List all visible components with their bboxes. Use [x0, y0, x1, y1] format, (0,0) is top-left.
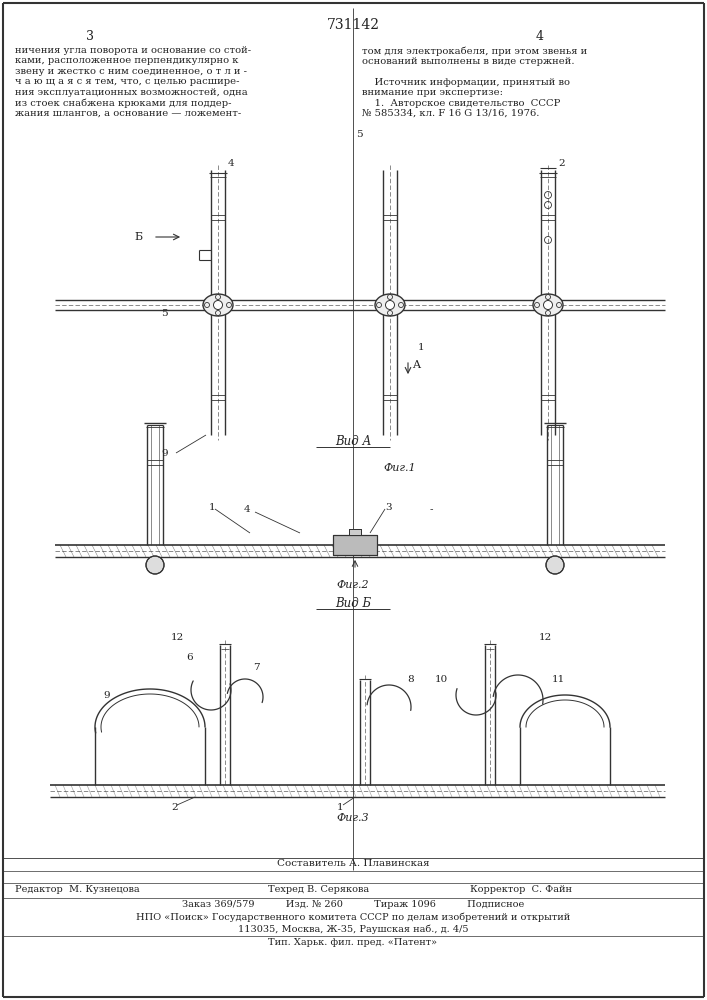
Bar: [349, 529, 361, 535]
Bar: [349, 529, 361, 535]
Text: Фиг.1: Фиг.1: [384, 463, 416, 473]
Circle shape: [146, 556, 164, 574]
Text: Б: Б: [135, 232, 143, 242]
Text: 5: 5: [356, 130, 363, 139]
Text: Вид А: Вид А: [335, 435, 371, 448]
Text: 1: 1: [209, 502, 215, 512]
Text: 7: 7: [253, 662, 259, 672]
Text: 8: 8: [407, 676, 414, 684]
Text: Вид Б: Вид Б: [335, 597, 371, 610]
Text: 3: 3: [385, 502, 392, 512]
Text: -: -: [430, 506, 433, 514]
Text: 11: 11: [552, 676, 566, 684]
Text: Фиг.2: Фиг.2: [337, 580, 369, 590]
Circle shape: [546, 556, 564, 574]
Text: 2: 2: [558, 158, 565, 167]
Text: Заказ 369/579          Изд. № 260          Тираж 1096          Подписное: Заказ 369/579 Изд. № 260 Тираж 1096 Подп…: [182, 900, 524, 909]
Text: Тип. Харьк. фил. пред. «Патент»: Тип. Харьк. фил. пред. «Патент»: [269, 938, 438, 947]
Text: 9: 9: [103, 690, 110, 700]
Text: 12: 12: [538, 633, 551, 642]
Circle shape: [214, 300, 223, 310]
Text: Корректор  С. Файн: Корректор С. Файн: [470, 885, 572, 894]
Text: Составитель А. Плавинская: Составитель А. Плавинская: [276, 859, 429, 868]
Text: Редактор  М. Кузнецова: Редактор М. Кузнецова: [15, 885, 139, 894]
Text: НПО «Поиск» Государственного комитета СССР по делам изобретений и открытий: НПО «Поиск» Государственного комитета СС…: [136, 912, 570, 922]
Text: 9: 9: [161, 448, 168, 458]
Text: том для электрокабеля, при этом звенья и
оснований выполнены в виде стержней.

 : том для электрокабеля, при этом звенья и…: [362, 46, 588, 118]
Text: 3: 3: [86, 30, 94, 43]
Bar: [333, 535, 377, 555]
Text: 10: 10: [435, 676, 448, 684]
Text: 113035, Москва, Ж-35, Раушская наб., д. 4/5: 113035, Москва, Ж-35, Раушская наб., д. …: [238, 924, 468, 934]
Text: Фиг.3: Фиг.3: [337, 813, 369, 823]
Ellipse shape: [533, 294, 563, 316]
Text: Техред В. Серякова: Техред В. Серякова: [268, 885, 369, 894]
Bar: [333, 535, 377, 555]
Text: 4: 4: [536, 30, 544, 43]
Text: 4: 4: [228, 158, 235, 167]
Text: 4: 4: [243, 506, 250, 514]
Text: A: A: [412, 360, 420, 370]
Text: 2: 2: [172, 802, 178, 812]
Text: 1: 1: [337, 802, 344, 812]
Text: 6: 6: [187, 652, 193, 662]
Text: 731142: 731142: [327, 18, 380, 32]
Text: 12: 12: [170, 633, 184, 642]
Text: 5: 5: [161, 308, 168, 318]
Text: 1: 1: [418, 342, 425, 352]
Ellipse shape: [375, 294, 405, 316]
Text: ничения угла поворота и основание со стой-
ками, расположенное перпендикулярно к: ничения угла поворота и основание со сто…: [15, 46, 251, 118]
Circle shape: [385, 300, 395, 310]
Ellipse shape: [203, 294, 233, 316]
Circle shape: [544, 300, 552, 310]
